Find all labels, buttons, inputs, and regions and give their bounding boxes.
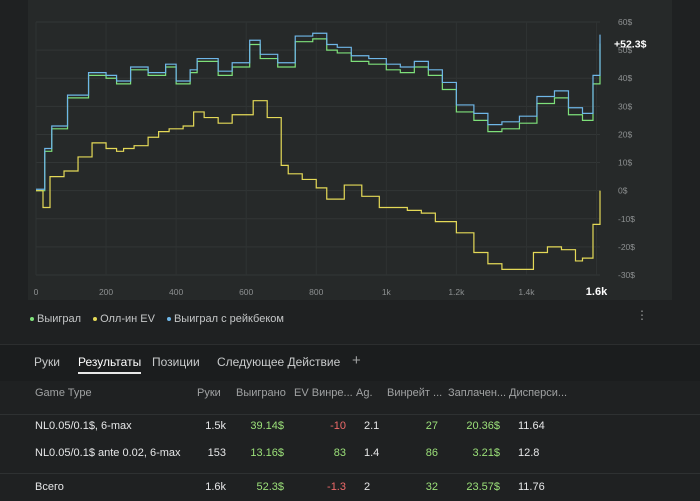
series-line-2 [36,32,601,190]
cell-paid: 20.36$ [466,420,500,432]
y-tick-label: 20$ [618,129,632,139]
cell-ev-winrate: -10 [330,420,346,432]
y-tick-label: 30$ [618,101,632,111]
cell-variance: 12.8 [518,447,540,459]
tab-hands[interactable]: Руки [34,355,60,369]
y-tick-label: 10$ [618,158,632,168]
results-chart: 60$ 50$ 40$ 30$ 20$ 10$ 0$ -10$ -20$ -30$ 0 200 400 6… [28,0,672,300]
legend-label-won-rakeback: Выиграл с рейкбеком [173,313,284,325]
col-aggression[interactable]: Ag. [356,387,373,399]
col-winrate[interactable]: Винрейт ... [387,387,443,399]
legend-label-won: Выиграл [37,313,82,325]
total-paid: 23.57$ [466,481,500,493]
cell-hands: 1.5k [205,420,226,432]
legend-label-allin-ev: Олл-ин EV [100,313,155,325]
x-tick-label: 1.6k [586,286,608,298]
more-options-icon[interactable]: ⋮ [636,308,648,322]
legend-item-won-rakeback[interactable]: Выиграл с рейкбеком [166,313,284,325]
end-value-label: +52.3$ [614,39,647,51]
x-tick-label: 1.4k [518,287,535,297]
cell-won: 13.16$ [250,447,284,459]
chart-canvas: 60$ 50$ 40$ 30$ 20$ 10$ 0$ -10$ -20$ -30$ 0 200 400 6… [34,17,647,298]
legend-item-won[interactable]: Выиграл [30,313,81,325]
cell-game-type: NL0.05/0.1$, 6-max [35,420,132,432]
table-row[interactable]: NL0.05/0.1$, 6-max 1.5k 39.14$ -10 2.1 2… [0,414,700,440]
tab-results[interactable]: Результаты [78,355,142,374]
col-game-type[interactable]: Game Type [35,387,92,399]
tab-next-action[interactable]: Следующее Действие [217,355,341,369]
col-variance[interactable]: Дисперси... [509,387,568,399]
total-variance: 11.76 [518,481,545,493]
tab-positions[interactable]: Позиции [152,355,200,369]
legend-dot-allin-ev [93,317,98,321]
y-tick-label: 50$ [618,45,632,55]
total-winrate: 32 [425,481,438,493]
series-line-0 [36,38,601,192]
table-row[interactable]: NL0.05/0.1$ ante 0.02, 6-max 153 13.16$ … [0,441,700,467]
total-aggression: 2 [364,481,371,493]
cell-ev-winrate: 83 [333,447,346,459]
table-header-row: Game Type Руки Выиграно EV Винре... Ag. … [0,380,700,406]
total-hands: 1.6k [205,481,226,493]
row-divider [0,414,700,415]
add-tab-icon[interactable]: + [352,352,361,369]
cell-aggression: 2.1 [364,420,380,432]
cell-aggression: 1.4 [364,447,380,459]
x-tick-label: 1.2k [448,287,465,297]
x-tick-label: 400 [169,287,183,297]
y-tick-label: -20$ [618,242,635,252]
table-total-row: Всего 1.6k 52.3$ -1.3 2 32 23.57$ 11.76 [0,475,700,501]
col-paid[interactable]: Заплачен... [448,387,507,399]
y-tick-label: 60$ [618,17,632,27]
total-label: Всего [35,481,64,493]
total-ev-winrate: -1.3 [327,481,346,493]
x-tick-label: 800 [309,287,323,297]
cell-paid: 3.21$ [472,447,500,459]
cell-game-type: NL0.05/0.1$ ante 0.02, 6-max [35,447,181,459]
legend-dot-won-rakeback [166,317,171,321]
cell-winrate: 27 [425,420,438,432]
x-tick-label: 600 [239,287,253,297]
col-ev-winrate[interactable]: EV Винре... [294,387,353,399]
chart-legend: Выиграл Олл-ин EV Выиграл с рейкбеком [30,313,284,325]
col-won[interactable]: Выиграно [236,387,286,399]
x-tick-label: 1k [382,287,392,297]
total-won: 52.3$ [256,481,284,493]
total-divider [0,473,700,474]
cell-winrate: 86 [425,447,438,459]
tabs-bar: Руки Результаты Позиции Следующее Действ… [0,344,700,381]
col-hands[interactable]: Руки [197,387,221,399]
cell-hands: 153 [207,447,226,459]
y-tick-label: -30$ [618,270,635,280]
cell-variance: 11.64 [518,420,545,432]
x-tick-label: 0 [34,287,39,297]
legend-dot-won [30,317,34,321]
x-tick-label: 200 [99,287,113,297]
series-line-1 [36,100,601,270]
cell-won: 39.14$ [250,420,284,432]
y-tick-label: -10$ [618,214,635,224]
legend-item-allin-ev[interactable]: Олл-ин EV [93,313,155,325]
y-tick-label: 0$ [618,186,628,196]
y-tick-label: 40$ [618,73,632,83]
